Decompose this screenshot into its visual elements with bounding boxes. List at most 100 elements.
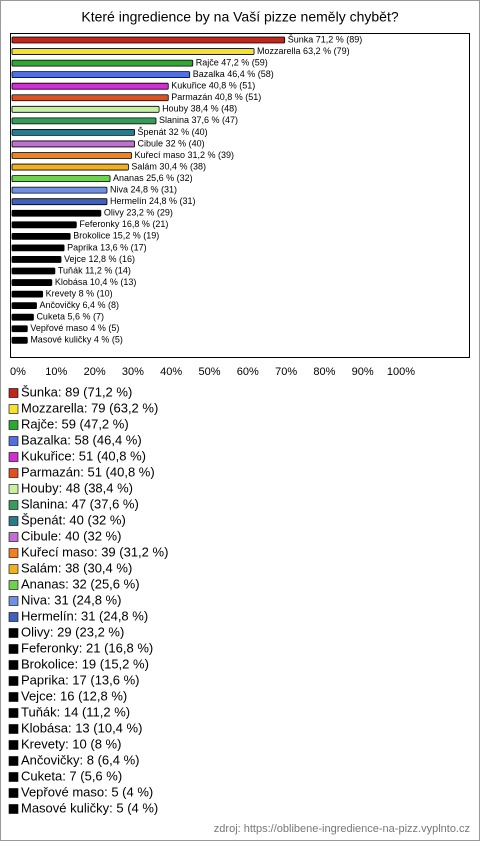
legend-label: Kuřecí maso: 39 (31,2 %) — [21, 544, 168, 559]
bar-label: Kuřecí maso 31,2 % (39) — [134, 150, 234, 160]
legend-swatch — [8, 804, 19, 814]
x-tick-label: 50% — [198, 366, 220, 378]
legend-label: Bazalka: 58 (46,4 %) — [21, 432, 142, 447]
legend-swatch — [8, 388, 19, 398]
legend-label: Brokolice: 19 (15,2 %) — [21, 656, 149, 671]
bar-label: Šunka 71,2 % (89) — [288, 34, 363, 44]
bar-label: Vepřové maso 4 % (5) — [30, 323, 119, 333]
legend-label: Niva: 31 (24,8 %) — [21, 592, 121, 607]
bar-label: Houby 38,4 % (48) — [162, 104, 237, 114]
bar — [11, 152, 132, 159]
legend-swatch — [8, 724, 19, 734]
bar — [11, 36, 286, 44]
bar-label: Brokolice 15,2 % (19) — [73, 231, 159, 241]
bar — [11, 175, 111, 183]
bar-label: Niva 24,8 % (31) — [110, 185, 177, 195]
legend-label: Vepřové maso: 5 (4 %) — [21, 784, 153, 799]
legend-label: Houby: 48 (38,4 %) — [21, 480, 133, 495]
legend-label: Rajče: 59 (47,2 %) — [21, 416, 129, 431]
bar — [11, 256, 62, 263]
x-tick-label: 30% — [122, 366, 144, 378]
bar — [11, 336, 28, 344]
legend-label: Olivy: 29 (23,2 %) — [21, 624, 124, 639]
legend-label: Ančovičky: 8 (6,4 %) — [21, 752, 140, 767]
bar — [11, 140, 135, 148]
legend-swatch — [8, 516, 19, 526]
bar-label: Krevety 8 % (10) — [46, 288, 113, 298]
legend-label: Špenát: 40 (32 %) — [21, 512, 126, 527]
bar — [11, 163, 129, 171]
legend-swatch — [8, 580, 19, 590]
legend-swatch — [8, 676, 19, 686]
legend-swatch — [8, 628, 19, 638]
x-tick-label: 40% — [160, 366, 182, 378]
legend-label: Šunka: 89 (71,2 %) — [21, 384, 132, 399]
legend-label: Krevety: 10 (8 %) — [21, 736, 121, 751]
source: zdroj: https://oblibene-ingredience-na-p… — [214, 823, 470, 835]
legend-label: Feferonky: 21 (16,8 %) — [21, 640, 153, 655]
bar-label: Cuketa 5,6 % (7) — [36, 312, 104, 322]
legend-swatch — [8, 484, 19, 494]
bar-label: Vejce 12,8 % (16) — [64, 254, 135, 264]
bar-label: Hermelín 24,8 % (31) — [110, 196, 196, 206]
bar-label: Bazalka 46,4 % (58) — [193, 69, 274, 79]
x-tick-label: 10% — [45, 366, 67, 378]
bar-label: Masové kuličky 4 % (5) — [30, 335, 123, 345]
legend-label: Mozzarella: 79 (63,2 %) — [21, 400, 158, 415]
legend-swatch — [8, 468, 19, 478]
bar — [11, 232, 71, 240]
legend-swatch — [8, 756, 19, 766]
legend-swatch — [8, 596, 19, 606]
legend-swatch — [8, 564, 19, 574]
bar-label: Cibule 32 % (40) — [138, 138, 205, 148]
bar-label: Paprika 13,6 % (17) — [67, 242, 147, 252]
legend-label: Cuketa: 7 (5,6 %) — [21, 768, 122, 783]
legend-label: Kukuřice: 51 (40,8 %) — [21, 448, 146, 463]
x-tick-label: 20% — [84, 366, 106, 378]
bar — [11, 198, 108, 206]
legend-swatch — [8, 612, 19, 622]
bar — [11, 59, 194, 67]
bar — [11, 279, 53, 286]
x-tick-label: 60% — [237, 366, 259, 378]
bar — [11, 221, 77, 229]
x-tick-label: 90% — [352, 366, 374, 378]
bar — [11, 267, 56, 275]
legend-label: Klobása: 13 (10,4 %) — [21, 720, 142, 735]
bar — [11, 94, 169, 102]
bar-label: Slanina 37,6 % (47) — [159, 115, 238, 125]
bar-label: Špenát 32 % (40) — [138, 127, 208, 137]
legend-label: Salám: 38 (30,4 %) — [21, 560, 132, 575]
legend-swatch — [8, 740, 19, 750]
x-tick-label: 70% — [275, 366, 297, 378]
bar-label: Ananas 25,6 % (32) — [113, 173, 193, 183]
bar — [11, 117, 157, 125]
legend-label: Hermelín: 31 (24,8 %) — [21, 608, 148, 623]
bar — [11, 71, 191, 79]
legend-label: Parmazán: 51 (40,8 %) — [21, 464, 155, 479]
legend-label: Masové kuličky: 5 (4 %) — [21, 800, 158, 815]
legend-label: Ananas: 32 (25,6 %) — [21, 576, 140, 591]
legend-label: Slanina: 47 (37,6 %) — [21, 496, 139, 511]
legend-swatch — [8, 692, 19, 702]
bar-label: Ančovičky 6,4 % (8) — [40, 300, 120, 310]
bar — [11, 302, 37, 310]
bar-label: Kukuřice 40,8 % (51) — [171, 81, 255, 91]
x-tick-label: 80% — [313, 366, 335, 378]
bar — [11, 128, 135, 136]
legend-swatch — [8, 420, 19, 430]
bar-label: Parmazán 40,8 % (51) — [171, 92, 261, 102]
bar — [11, 290, 44, 298]
legend-swatch — [8, 532, 19, 542]
bar — [11, 313, 34, 321]
legend-swatch — [8, 788, 19, 798]
bar — [11, 105, 160, 113]
bar — [11, 244, 65, 252]
legend-swatch — [8, 404, 19, 414]
x-tick-label: 100% — [387, 366, 415, 378]
bar-label: Klobása 10,4 % (13) — [55, 277, 137, 287]
legend-swatch — [8, 436, 19, 446]
bar — [11, 186, 108, 194]
bar — [11, 325, 28, 333]
